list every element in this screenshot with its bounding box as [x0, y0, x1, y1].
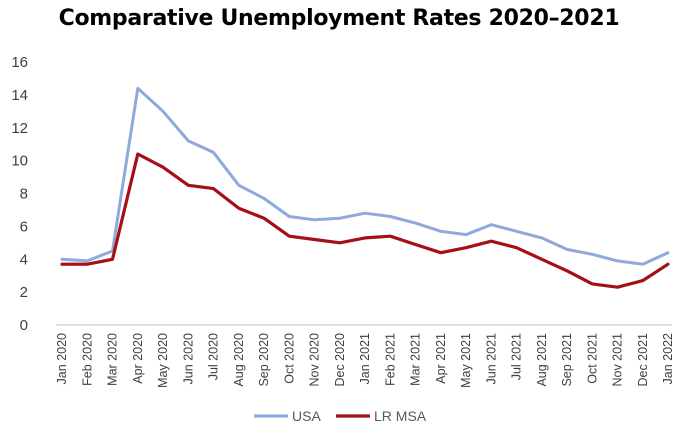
x-tick-label: May 2020: [156, 333, 170, 388]
legend-label: USA: [292, 408, 321, 424]
x-tick-label: Oct 2021: [585, 333, 599, 384]
series-line-lr-msa: [60, 152, 670, 289]
x-tick-label: Oct 2020: [282, 333, 296, 384]
y-tick-label: 0: [20, 317, 28, 334]
x-tick-label: Mar 2021: [409, 333, 423, 386]
x-tick-label: Jan 2021: [358, 333, 372, 384]
x-tick-label: Nov 2020: [308, 333, 322, 387]
y-tick-label: 6: [20, 218, 28, 235]
x-tick-label: Sep 2020: [257, 333, 271, 387]
y-tick-label: 10: [11, 153, 28, 170]
y-tick-label: 8: [20, 186, 28, 203]
axes-layer: 0 2 4 6 8 10 12 14 16 Jan 2020 Feb 2020 Mar 2020 Apr…: [11, 54, 675, 388]
chart-title: Comparative Unemployment Rates 2020–2021: [58, 6, 620, 31]
legend: USA LR MSA: [254, 408, 427, 424]
x-tick-label: Sep 2021: [560, 333, 574, 387]
x-tick-label: Dec 2020: [333, 333, 347, 387]
x-tick-label: Jun 2020: [181, 333, 195, 384]
series-line-usa: [60, 86, 670, 266]
x-tick-label: Mar 2020: [106, 333, 120, 386]
x-tick-label: Aug 2021: [535, 333, 549, 387]
x-tick-label: Aug 2020: [232, 333, 246, 387]
legend-label: LR MSA: [374, 408, 427, 424]
x-tick-label: Jul 2021: [510, 333, 524, 380]
x-tick-label: Dec 2021: [636, 333, 650, 387]
x-tick-label: Jan 2020: [55, 333, 69, 384]
x-tick-label: Feb 2021: [383, 333, 397, 386]
x-tick-label: Apr 2020: [131, 333, 145, 384]
y-tick-label: 4: [20, 251, 28, 268]
x-tick-label: Nov 2021: [611, 333, 625, 387]
x-tick-label: Feb 2020: [80, 333, 94, 386]
y-tick-label: 2: [20, 284, 28, 301]
series-layer: [60, 86, 670, 289]
x-tick-label: Apr 2021: [434, 333, 448, 384]
y-tick-label: 16: [11, 54, 28, 71]
x-tick-label: Jun 2021: [484, 333, 498, 384]
x-tick-label: May 2021: [459, 333, 473, 388]
y-tick-label: 14: [11, 87, 28, 104]
x-tick-label: Jan 2022: [661, 333, 675, 384]
y-tick-label: 12: [11, 120, 28, 137]
x-tick-label: Jul 2020: [207, 333, 221, 380]
